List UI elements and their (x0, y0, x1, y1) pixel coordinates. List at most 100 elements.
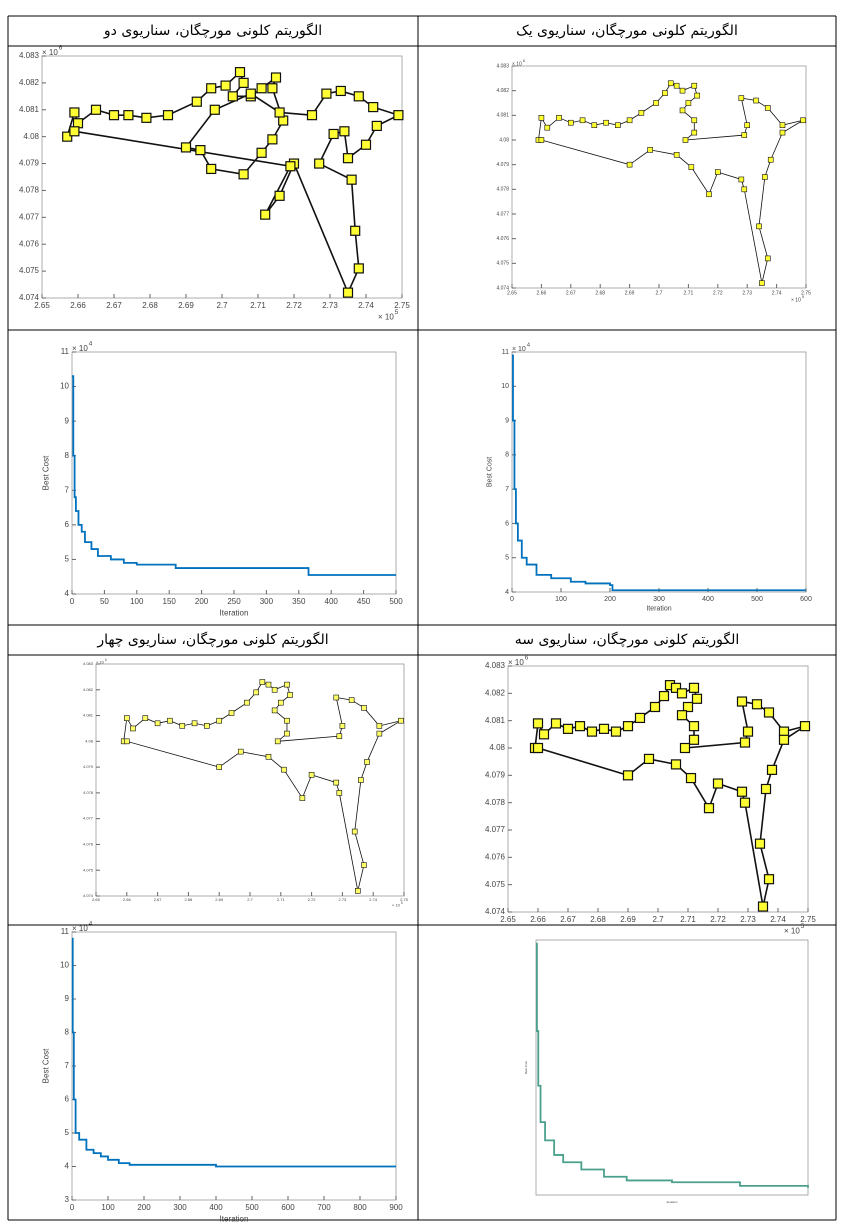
route-point (267, 134, 278, 145)
route-point (679, 742, 691, 754)
route-point (284, 717, 290, 724)
x-tick-label: 2.67 (560, 915, 576, 924)
route-point (267, 83, 278, 94)
x-tick-label: 2.74 (770, 915, 786, 924)
route-point (361, 705, 367, 711)
y-scale-power: 6 (59, 45, 63, 52)
y-tick-label: 4.074 (83, 893, 94, 898)
route-point (69, 107, 80, 118)
y-tick-label: 5 (65, 555, 70, 564)
route-point (638, 110, 645, 116)
x-scale-power: 5 (802, 294, 805, 299)
route-point (206, 83, 217, 94)
x-tick-label: 2.73 (339, 897, 348, 902)
y-tick-label: 4.076 (485, 852, 506, 861)
route-point (353, 91, 364, 102)
x-tick-label: 250 (227, 597, 241, 606)
x-tick-label: 2.65 (92, 897, 101, 902)
route-point (532, 742, 544, 754)
route-point (736, 696, 748, 707)
route-point (544, 124, 551, 131)
route-point (739, 737, 751, 748)
route-point (227, 91, 238, 102)
route-point (354, 888, 361, 894)
y-tick-label: 6 (505, 520, 509, 527)
route-point (779, 129, 786, 136)
x-tick-label: 2.71 (277, 897, 286, 902)
route-point (741, 186, 748, 193)
x-tick-label: 2.73 (742, 290, 752, 296)
route-point (234, 67, 246, 78)
route-point (274, 107, 285, 118)
x-axis-label: Iteration (667, 1200, 678, 1204)
x-scale-power: 5 (395, 309, 399, 316)
plot-area (41, 55, 403, 299)
route-point (591, 122, 598, 128)
route-point (673, 82, 680, 89)
x-tick-label: 2.7 (216, 301, 228, 310)
y-scale: × 10 (72, 344, 88, 353)
y-tick-label: 10 (501, 383, 509, 390)
route-point (662, 90, 668, 96)
route-point (90, 104, 102, 115)
y-tick-label: 11 (61, 347, 70, 356)
cost-line (71, 937, 396, 1168)
y-tick-label: 10 (60, 382, 69, 391)
route-point (162, 110, 174, 121)
route-point (124, 715, 130, 721)
y-tick-label: 4.076 (19, 239, 40, 248)
route-point (284, 681, 290, 688)
y-tick-label: 9 (65, 416, 70, 425)
y-tick-label: 4 (65, 1162, 70, 1171)
route-point (603, 119, 609, 126)
route-point (321, 88, 332, 99)
route-point (643, 753, 655, 765)
y-scale: × 10 (72, 924, 88, 933)
route-point (368, 101, 379, 113)
route-point (228, 710, 235, 716)
route-point (598, 723, 610, 734)
chart: 2.65 2.66 2.67 2.68 2.69 2.7 2.71 2.72 2.73 2.74 2… (485, 655, 816, 936)
route-point (778, 734, 790, 745)
y-tick-label: 4 (505, 589, 509, 596)
route-point (622, 770, 634, 781)
route-point (253, 689, 259, 696)
x-tick-label: 2.7 (247, 897, 253, 902)
x-tick-label: 2.71 (250, 301, 266, 310)
x-tick-label: 2.74 (369, 897, 378, 902)
route-point (763, 874, 775, 885)
route-point (712, 778, 724, 789)
route-point (550, 718, 562, 729)
y-axis-label: Best Cost (524, 1061, 528, 1074)
route-point (277, 699, 284, 706)
y-tick-label: 4.075 (485, 880, 506, 889)
x-tick-label: 2.69 (620, 915, 636, 924)
x-tick-label: 300 (260, 597, 274, 606)
route-point (766, 764, 778, 775)
x-tick-label: 2.72 (710, 915, 726, 924)
x-scale-power: 5 (401, 901, 403, 905)
y-scale: × 10 (512, 346, 526, 353)
x-tick-label: 0 (510, 596, 514, 603)
x-tick-label: 2.73 (322, 301, 338, 310)
route-point (339, 723, 346, 729)
route-point (757, 901, 769, 912)
route-point (335, 85, 346, 97)
x-scale: × 10 (392, 903, 401, 908)
y-scale-power: 4 (89, 341, 93, 348)
y-tick-label: 11 (61, 927, 70, 936)
route-point (764, 105, 771, 111)
x-tick-label: 2.69 (178, 301, 194, 310)
y-tick-label: 4.083 (485, 661, 506, 670)
route-point (348, 697, 355, 703)
header: الگوریتم کلونی مورچگان، سناریوی یک (516, 22, 738, 39)
route-point (538, 729, 550, 740)
route-point (670, 682, 682, 693)
y-scale-power: 4 (527, 342, 530, 348)
route-point (62, 131, 73, 142)
route-point (364, 759, 370, 765)
route-point (265, 753, 272, 760)
route-point (260, 209, 271, 220)
x-tick-label: 2.72 (713, 290, 723, 296)
x-tick-label: 2.66 (123, 897, 132, 902)
